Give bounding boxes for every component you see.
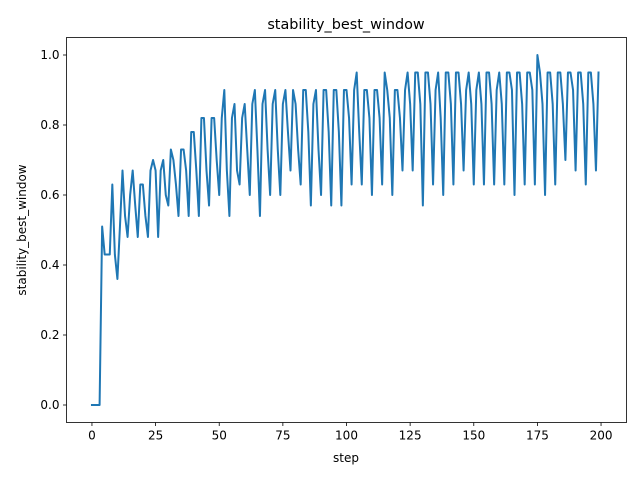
- y-tick-label: 0.6: [40, 188, 59, 202]
- x-tick-label: 125: [399, 429, 422, 443]
- y-axis: 0.0 0.2 0.4 0.6 0.8 1.0: [40, 48, 67, 412]
- y-tick-label: 0.0: [40, 398, 59, 412]
- y-tick-label: 0.4: [40, 258, 59, 272]
- x-axis-label: step: [333, 451, 359, 465]
- x-tick-label: 150: [462, 429, 485, 443]
- y-tick-label: 1.0: [40, 48, 59, 62]
- plot-area: [90, 54, 600, 406]
- x-axis: 0 25 50 75 100 125 150 175 200: [88, 422, 613, 443]
- series-line: [90, 54, 600, 406]
- chart-title: stability_best_window: [267, 17, 425, 33]
- y-tick-label: 0.8: [40, 118, 59, 132]
- x-tick-label: 0: [88, 429, 96, 443]
- x-tick-label: 200: [590, 429, 613, 443]
- x-tick-label: 100: [335, 429, 358, 443]
- x-tick-label: 25: [148, 429, 163, 443]
- x-tick-label: 75: [275, 429, 290, 443]
- y-tick-label: 0.2: [40, 328, 59, 342]
- x-tick-label: 50: [212, 429, 227, 443]
- x-tick-label: 175: [526, 429, 549, 443]
- y-axis-label: stability_best_window: [15, 164, 29, 295]
